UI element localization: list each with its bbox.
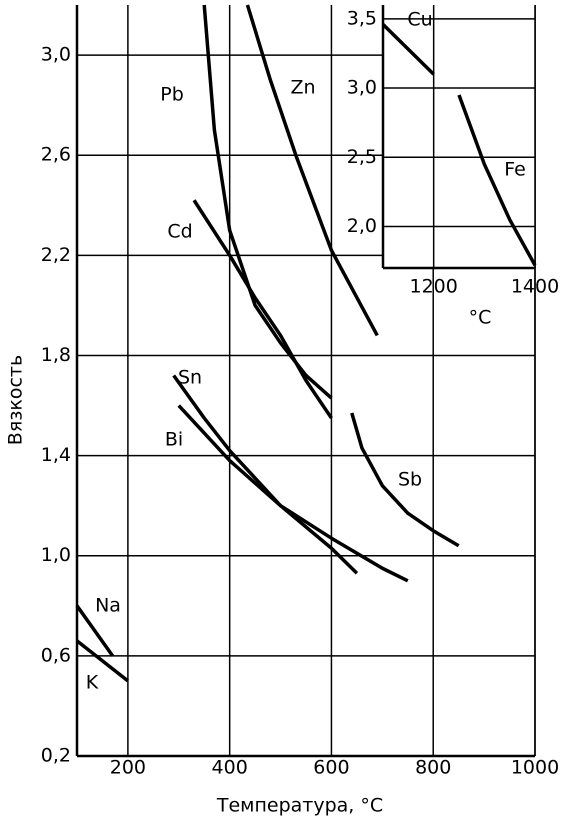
series-label: Cu	[407, 9, 432, 31]
data-line	[202, 4, 333, 400]
data-line	[177, 404, 409, 583]
series-label: Pb	[160, 84, 184, 106]
series-label: Sb	[398, 469, 422, 491]
data-line	[172, 374, 359, 575]
y-tick-label: 2,0	[347, 215, 377, 237]
y-tick-label: 1,0	[41, 544, 71, 566]
y-axis-label: Вязкость	[5, 355, 27, 445]
inset-x-axis-label: °C	[469, 307, 492, 329]
data-line	[245, 4, 379, 337]
x-tick-label: 400	[212, 757, 248, 779]
y-tick-label: 2,2	[41, 244, 71, 266]
data-line	[75, 604, 115, 657]
series-label: K	[86, 672, 99, 694]
y-tick-label: 3,0	[347, 77, 377, 99]
x-tick-label: 600	[313, 757, 349, 779]
data-line	[350, 412, 460, 548]
y-tick-label: 3,5	[347, 7, 377, 29]
y-tick-label: 2,6	[41, 144, 71, 166]
data-line	[75, 639, 129, 683]
x-tick-label: 1400	[511, 276, 559, 298]
series-label: Zn	[290, 77, 315, 99]
data-line	[457, 94, 537, 267]
series-label: Fe	[504, 159, 526, 181]
data-line	[381, 23, 435, 76]
y-tick-label: 3,0	[41, 44, 71, 66]
series-label: Sn	[178, 367, 202, 389]
series-label: Bi	[165, 429, 183, 451]
series-label: Cd	[167, 221, 192, 243]
y-tick-label: 2,5	[347, 146, 377, 168]
data-line	[192, 199, 333, 420]
series-label: Na	[95, 595, 121, 617]
y-tick-label: 1,8	[41, 344, 71, 366]
y-tick-label: 0,2	[41, 745, 71, 767]
x-tick-label: 1200	[409, 276, 457, 298]
x-axis-label: Температура, °C	[216, 795, 383, 817]
x-tick-label: 1000	[511, 757, 559, 779]
y-tick-label: 0,6	[41, 644, 71, 666]
x-tick-label: 800	[415, 757, 451, 779]
y-tick-label: 1,4	[41, 444, 71, 466]
x-tick-label: 200	[110, 757, 146, 779]
